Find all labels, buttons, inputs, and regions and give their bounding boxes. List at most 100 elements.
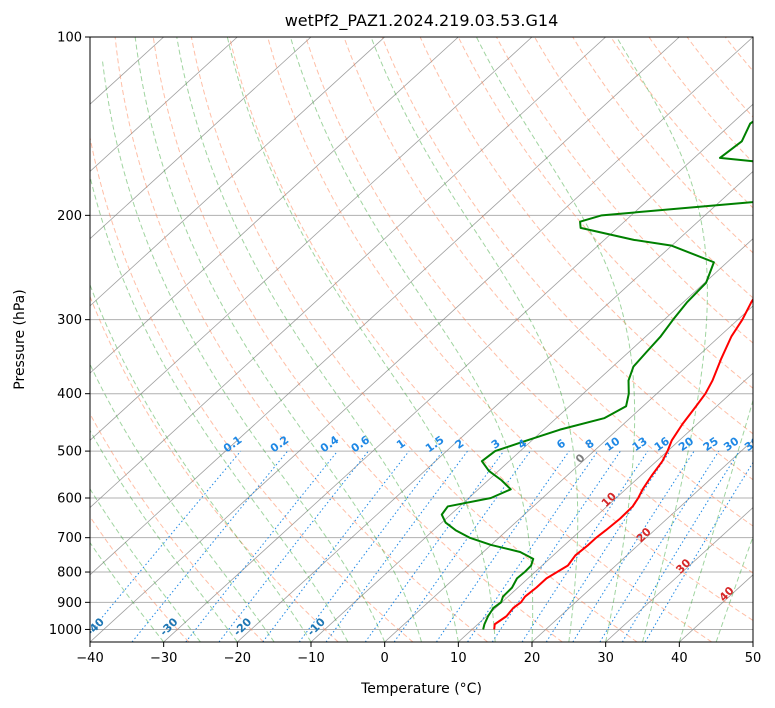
mixing-ratio-line bbox=[364, 450, 505, 642]
mixing-ratio-line bbox=[599, 450, 720, 642]
isotherm-line bbox=[90, 37, 312, 240]
x-tick-label: 0 bbox=[381, 651, 389, 666]
dry-adiabat bbox=[763, 37, 775, 642]
y-tick-label: 700 bbox=[57, 531, 82, 546]
isotherm-label: 10 bbox=[599, 490, 619, 510]
x-tick-label: 50 bbox=[745, 651, 762, 666]
y-tick-label: 200 bbox=[57, 209, 82, 224]
dry-adiabat bbox=[610, 37, 753, 209]
x-tick-label: 10 bbox=[450, 651, 467, 666]
dry-adiabat bbox=[90, 295, 339, 642]
moist-adiabat bbox=[370, 37, 579, 642]
x-tick-label: −10 bbox=[297, 651, 324, 666]
dry-adiabat bbox=[190, 37, 638, 642]
isotherm-label: -40 bbox=[84, 615, 107, 638]
mixing-ratio-line bbox=[621, 450, 740, 642]
x-axis-title: Temperature (°C) bbox=[360, 681, 482, 697]
mixing-ratio-label: 0.2 bbox=[268, 433, 291, 455]
mixing-ratio-line bbox=[644, 461, 753, 642]
moist-adiabat bbox=[102, 61, 386, 642]
isotherm-line bbox=[752, 641, 753, 642]
dry-adiabat bbox=[90, 515, 190, 642]
mixing-ratio-line bbox=[90, 450, 242, 633]
dry-adiabat bbox=[381, 37, 753, 481]
x-tick-label: 30 bbox=[597, 651, 614, 666]
moist-adiabat bbox=[616, 37, 708, 642]
isotherm-label: -20 bbox=[231, 615, 254, 638]
moist-adiabat bbox=[90, 429, 238, 642]
isotherm-line bbox=[458, 372, 753, 642]
mixing-ratio-label: 0.4 bbox=[318, 433, 342, 455]
mixing-ratio-line bbox=[467, 450, 599, 642]
x-tick-label: −40 bbox=[76, 651, 103, 666]
y-tick-label: 400 bbox=[57, 387, 82, 402]
moist-adiabat bbox=[226, 37, 496, 642]
isotherm-line bbox=[90, 37, 753, 642]
isotherm-label: -50 bbox=[10, 615, 33, 638]
temperature-profile bbox=[493, 297, 753, 630]
mixing-ratio-line bbox=[393, 450, 531, 642]
isotherm-label: -10 bbox=[305, 615, 328, 638]
moist-adiabat bbox=[134, 37, 422, 642]
y-tick-label: 100 bbox=[57, 31, 82, 46]
isotherm-line bbox=[531, 439, 753, 642]
mixing-ratio-line bbox=[131, 450, 288, 642]
moist-adiabat bbox=[90, 283, 312, 642]
dry-adiabat bbox=[457, 37, 753, 389]
mixing-ratio-line bbox=[262, 450, 410, 642]
mixing-ratio-label: 2 bbox=[453, 437, 467, 452]
isotherm-line bbox=[237, 170, 753, 642]
isotherm-line bbox=[163, 103, 753, 642]
y-axis: 1000 900 800 700 600 500 400 300 200 100 bbox=[49, 31, 90, 638]
mixing-ratio-label: 1 bbox=[394, 437, 408, 452]
mixing-ratio-label: 8 bbox=[583, 437, 597, 452]
y-tick-label: 300 bbox=[57, 313, 82, 328]
dry-adiabat bbox=[305, 37, 753, 574]
mixing-ratio-line bbox=[185, 450, 338, 642]
x-axis: −40 −30 −20 −10 0 10 20 30 40 50 bbox=[76, 642, 761, 666]
dry-adiabat bbox=[343, 37, 753, 527]
mixing-ratio-label: 6 bbox=[554, 437, 568, 452]
x-tick-label: 40 bbox=[671, 651, 688, 666]
isotherm-label: 20 bbox=[634, 525, 654, 545]
isotherm-line bbox=[90, 37, 533, 441]
mixing-ratio-line bbox=[298, 450, 444, 642]
isotherm-line bbox=[384, 305, 753, 642]
plot-frame bbox=[89, 36, 754, 643]
dry-adiabat bbox=[495, 37, 753, 344]
moist-adiabat bbox=[289, 37, 534, 642]
moist-adiabat bbox=[678, 398, 753, 642]
isotherm-label: 30 bbox=[673, 556, 693, 576]
isotherm-line bbox=[90, 37, 606, 509]
dry-adiabat bbox=[534, 37, 753, 299]
plot-area bbox=[90, 37, 775, 642]
dry-adiabat bbox=[419, 37, 753, 435]
moist-adiabat bbox=[475, 37, 636, 642]
isotherm-line bbox=[605, 507, 753, 642]
dry-adiabat bbox=[267, 37, 753, 622]
mixing-ratio-label: 36 bbox=[742, 434, 762, 454]
mixing-ratio-label: 0.6 bbox=[349, 433, 373, 455]
mixing-ratio-line bbox=[218, 450, 369, 642]
y-tick-label: 900 bbox=[57, 596, 82, 611]
moist-adiabat bbox=[90, 363, 275, 642]
moist-adiabat bbox=[176, 37, 459, 642]
x-tick-label: 20 bbox=[524, 651, 541, 666]
dry-adiabat bbox=[648, 37, 753, 164]
isotherm-line bbox=[90, 37, 680, 576]
chart-title: wetPf2_PAZ1.2024.219.03.53.G14 bbox=[285, 11, 559, 31]
x-tick-label: −30 bbox=[150, 651, 177, 666]
dewpoint-profile bbox=[440, 120, 753, 630]
isotherm-label: 40 bbox=[717, 584, 737, 604]
y-tick-label: 600 bbox=[57, 492, 82, 507]
dry-adiabat bbox=[114, 37, 488, 642]
mixing-ratio-line bbox=[491, 450, 621, 642]
mixing-ratio-label: 1.5 bbox=[423, 433, 446, 455]
isotherm-label: -30 bbox=[157, 615, 180, 638]
mixing-ratio-line bbox=[545, 450, 671, 642]
y-tick-label: 500 bbox=[57, 445, 82, 460]
mixing-ratio-line bbox=[572, 450, 695, 642]
y-axis-title: Pressure (hPa) bbox=[12, 289, 28, 389]
dry-adiabat bbox=[724, 37, 753, 72]
